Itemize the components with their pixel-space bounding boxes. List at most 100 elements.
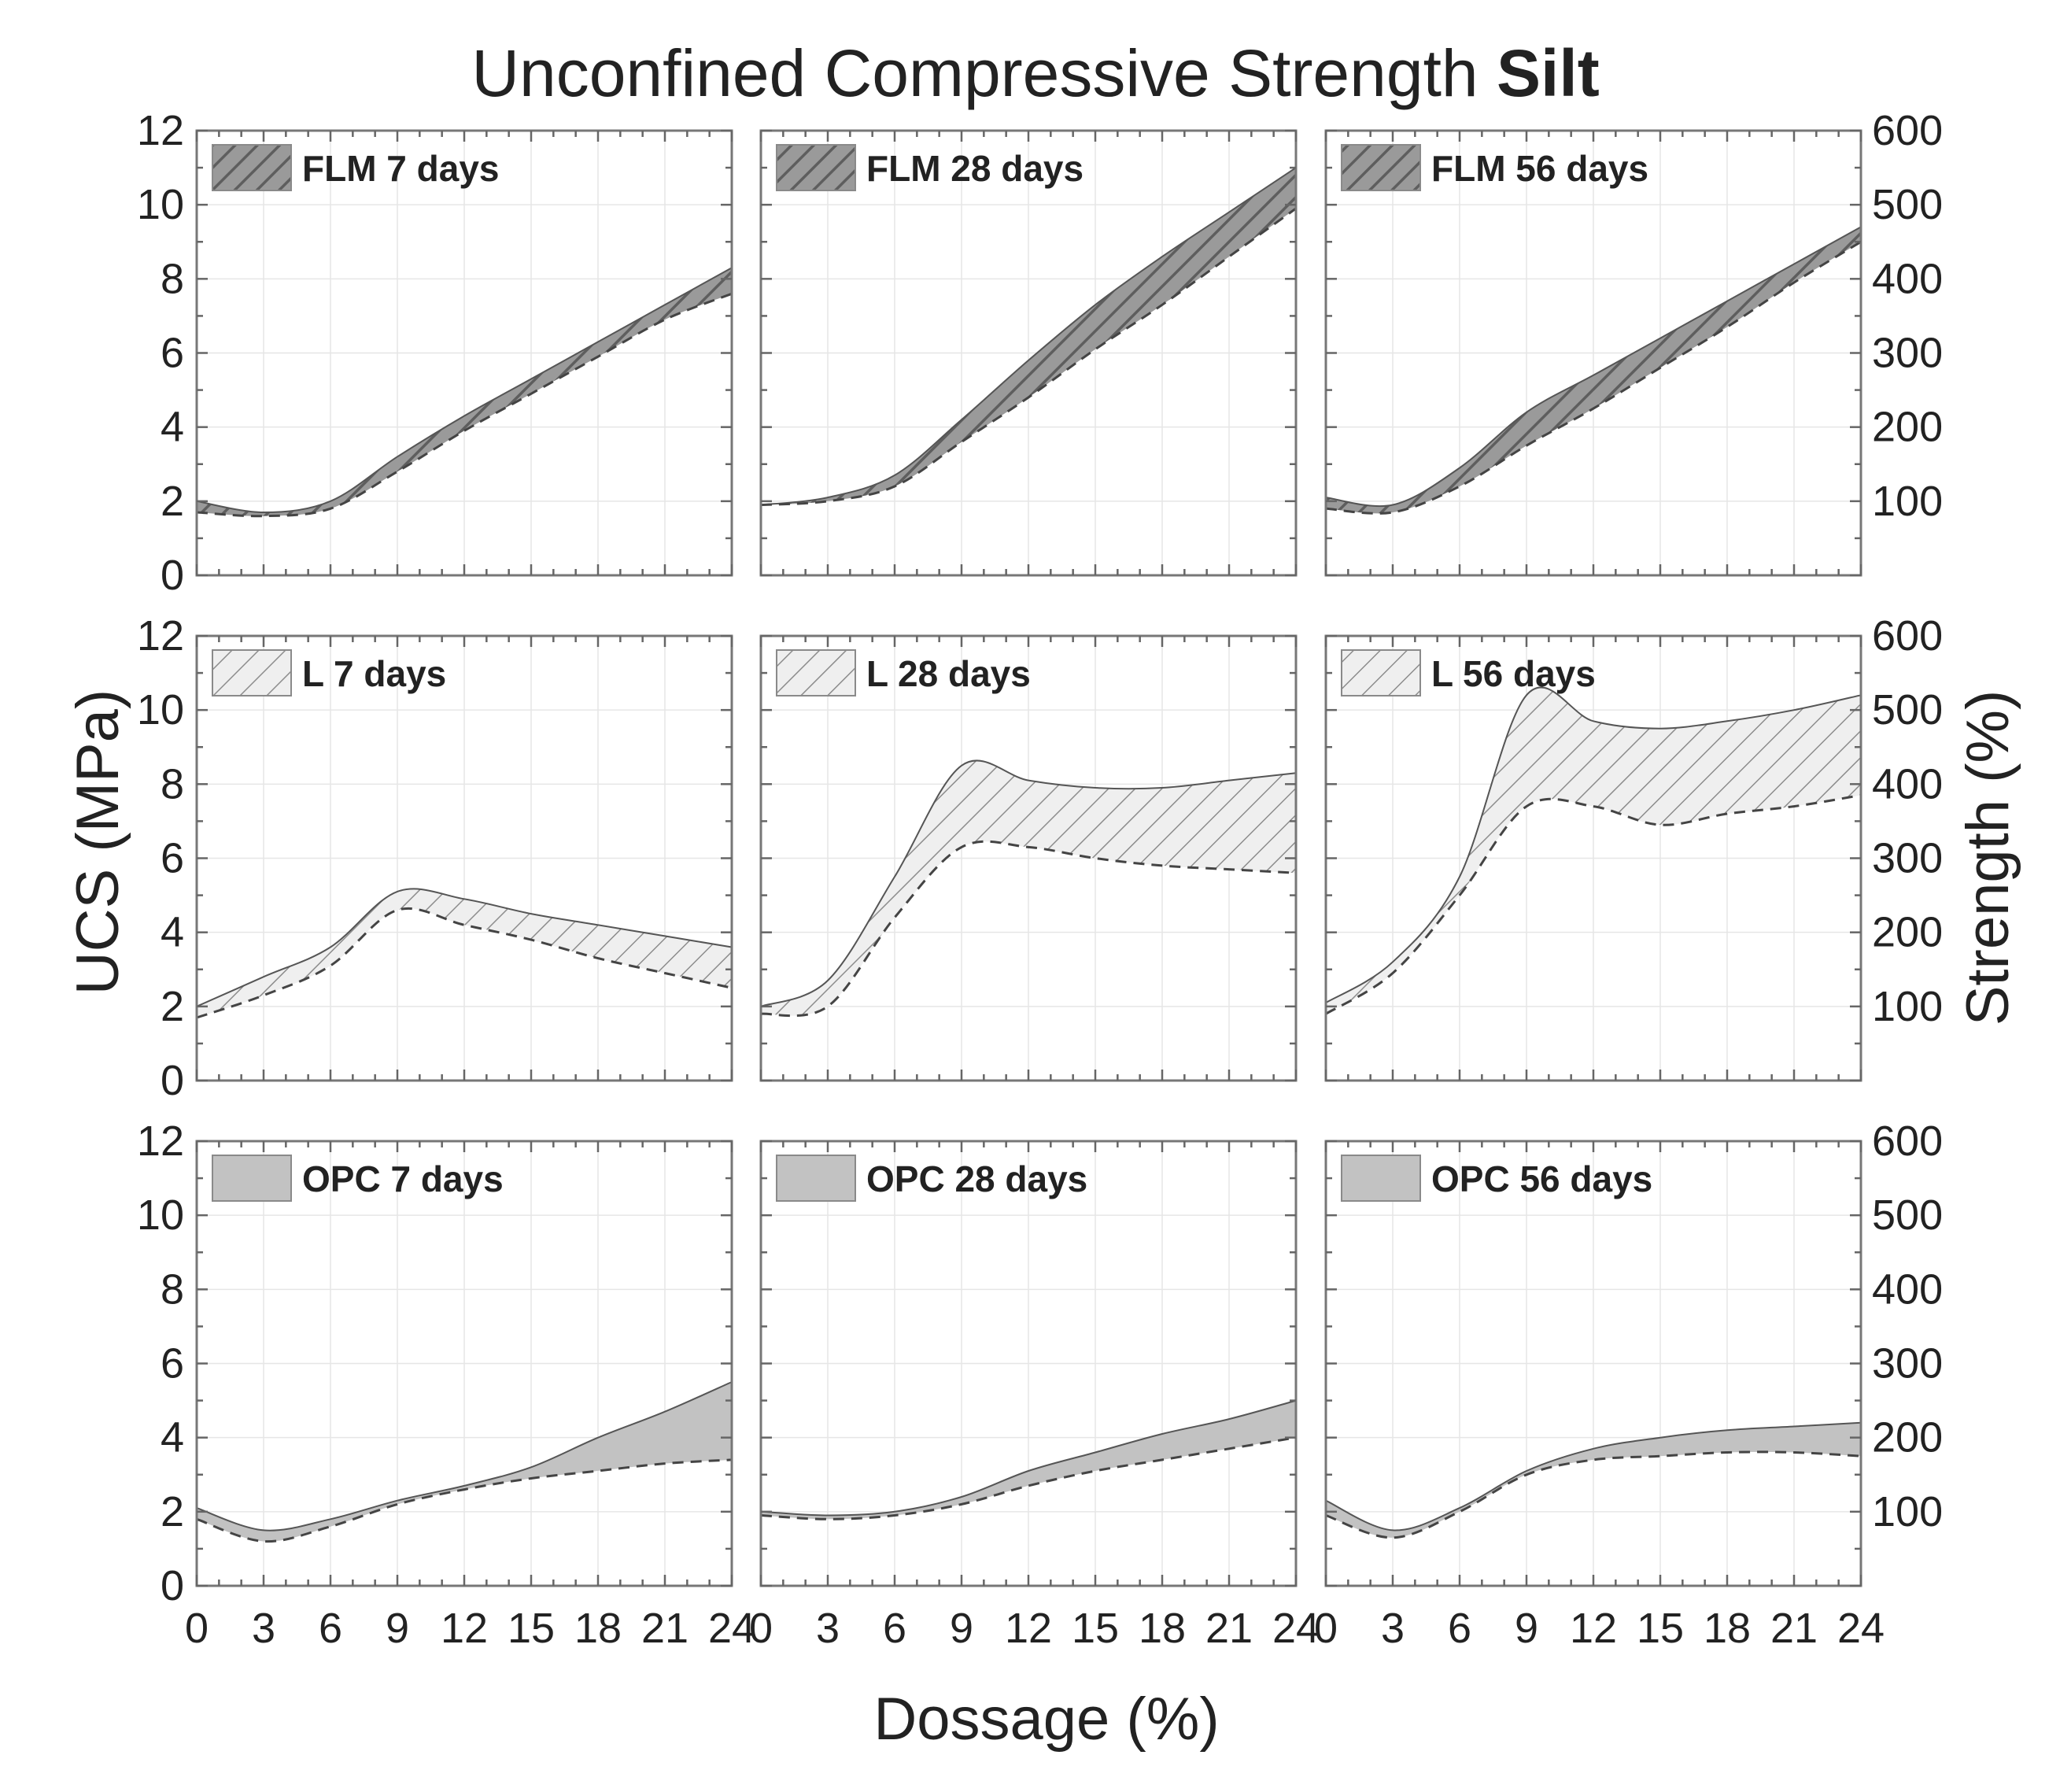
x-tick-label: 18 [1139, 1605, 1186, 1652]
x-tick-label: 24 [1272, 1605, 1320, 1652]
legend-flm-28-days: FLM 28 days [776, 144, 1083, 191]
band-opc-7-days [197, 1382, 732, 1542]
grid [196, 130, 733, 576]
legend-swatch [212, 1155, 292, 1202]
x-tick-label: 6 [1448, 1605, 1471, 1652]
lower-line-l-56-days [1325, 794, 1862, 1015]
panel-opc-28-days: 0 3 6 9 12 15 18 21 24 OPC 28 days [749, 1140, 1320, 1652]
legend-swatch [212, 649, 292, 696]
legend-l-28-days: L 28 days [776, 649, 1031, 696]
legend-label: OPC 56 days [1431, 1158, 1652, 1199]
y-tick-label-right: 500 [1872, 686, 1943, 733]
x-tick-label: 24 [1837, 1605, 1885, 1652]
y-tick-label-left: 4 [161, 404, 184, 451]
legend-label: OPC 28 days [866, 1158, 1087, 1199]
y-tick-label-left: 6 [161, 1340, 184, 1387]
lower-line-flm-7-days [196, 292, 733, 518]
y-tick-label-left: 6 [161, 835, 184, 882]
x-tick-label: 3 [252, 1605, 275, 1652]
lower-line-flm-56-days [1325, 241, 1862, 515]
legend-l-7-days: L 7 days [212, 649, 446, 696]
y-tick-label-left: 10 [137, 1192, 184, 1239]
grid [1325, 635, 1862, 1081]
x-tick-label: 15 [1072, 1605, 1119, 1652]
y-axis-label-right: Strength (%) [1955, 690, 2021, 1026]
chart-title: Unconfined Compressive Strength Silt [471, 36, 1599, 110]
y-tick-label-right: 200 [1872, 909, 1943, 956]
band-l-28-days [761, 760, 1296, 1016]
legend-swatch [212, 144, 292, 191]
y-tick-label-right: 100 [1872, 1488, 1943, 1535]
y-tick-label-left: 2 [161, 1488, 184, 1535]
x-tick-label: 3 [1381, 1605, 1405, 1652]
x-tick-label: 0 [1314, 1605, 1338, 1652]
x-tick-label: 0 [749, 1605, 773, 1652]
upper-line-opc-28-days [760, 1399, 1297, 1517]
x-tick-label: 12 [441, 1605, 488, 1652]
ticks [1324, 129, 1862, 577]
legend-opc-28-days: OPC 28 days [776, 1155, 1087, 1202]
legend-label: FLM 56 days [1431, 148, 1648, 189]
lower-line-opc-28-days [760, 1436, 1297, 1520]
y-tick-label-right: 600 [1872, 612, 1943, 660]
y-tick-label-left: 2 [161, 983, 184, 1030]
panel-opc-56-days: 100 200 300 400 500 600 0 3 6 9 12 15 18 21 24 OPC 56 d… [1314, 1118, 1943, 1652]
y-tick-label-left: 8 [161, 760, 184, 807]
y-tick-label-right: 400 [1872, 255, 1943, 302]
x-axis-label: Dossage (%) [873, 1686, 1219, 1753]
x-tick-label: 9 [950, 1605, 973, 1652]
x-tick-label: 18 [1704, 1605, 1751, 1652]
y-tick-label-right: 300 [1872, 835, 1943, 882]
grid [760, 130, 1297, 576]
upper-line-flm-56-days [1325, 226, 1862, 508]
y-tick-label-right: 400 [1872, 1265, 1943, 1313]
upper-line-opc-7-days [196, 1381, 733, 1532]
legend-swatch [1341, 144, 1421, 191]
legend-swatch [776, 649, 856, 696]
band-l-7-days [197, 889, 732, 1018]
y-tick-label-right: 300 [1872, 1340, 1943, 1387]
y-tick-label-right: 500 [1872, 181, 1943, 228]
legend-label: FLM 7 days [302, 148, 500, 189]
x-tick-label: 6 [319, 1605, 342, 1652]
upper-line-opc-56-days [1325, 1421, 1862, 1532]
y-tick-label-left: 0 [161, 1562, 184, 1609]
y-tick-label-left: 0 [161, 1057, 184, 1104]
panel-flm-7-days: 0 2 4 6 8 10 12 FLM 7 days [137, 107, 733, 599]
chart-title-emphasis: Silt [1497, 36, 1600, 110]
y-tick-label-right: 100 [1872, 983, 1943, 1030]
lower-line-l-28-days [760, 840, 1297, 1018]
legend-swatch [1341, 1155, 1421, 1202]
x-tick-label: 18 [574, 1605, 622, 1652]
y-tick-label-right: 600 [1872, 107, 1943, 154]
legend-opc-56-days: OPC 56 days [1341, 1155, 1652, 1202]
y-tick-label-left: 8 [161, 1265, 184, 1313]
legend-label: L 28 days [866, 653, 1031, 694]
x-tick-label: 15 [1637, 1605, 1684, 1652]
ticks [759, 129, 1298, 577]
legend-label: FLM 28 days [866, 148, 1083, 189]
band-l-56-days [1326, 687, 1861, 1014]
x-tick-label: 9 [1515, 1605, 1538, 1652]
ticks [759, 1140, 1298, 1587]
upper-line-l-56-days [1325, 686, 1862, 1003]
y-tick-label-right: 200 [1872, 1414, 1943, 1461]
y-tick-label-left: 10 [137, 686, 184, 733]
y-tick-label-right: 400 [1872, 760, 1943, 807]
x-tick-label: 21 [1770, 1605, 1818, 1652]
chart-title-prefix: Unconfined Compressive Strength [471, 36, 1478, 110]
legend-swatch [776, 144, 856, 191]
ticks [1324, 634, 1862, 1082]
lower-line-l-7-days [196, 907, 733, 1019]
legend-label: OPC 7 days [302, 1158, 504, 1199]
y-tick-label-left: 6 [161, 330, 184, 377]
y-tick-label-right: 600 [1872, 1118, 1943, 1165]
upper-line-flm-7-days [196, 267, 733, 514]
x-tick-label: 9 [386, 1605, 409, 1652]
y-tick-label-left: 4 [161, 909, 184, 956]
grid [1325, 1140, 1862, 1587]
legend-label: L 7 days [302, 653, 446, 694]
y-tick-label-left: 10 [137, 181, 184, 228]
